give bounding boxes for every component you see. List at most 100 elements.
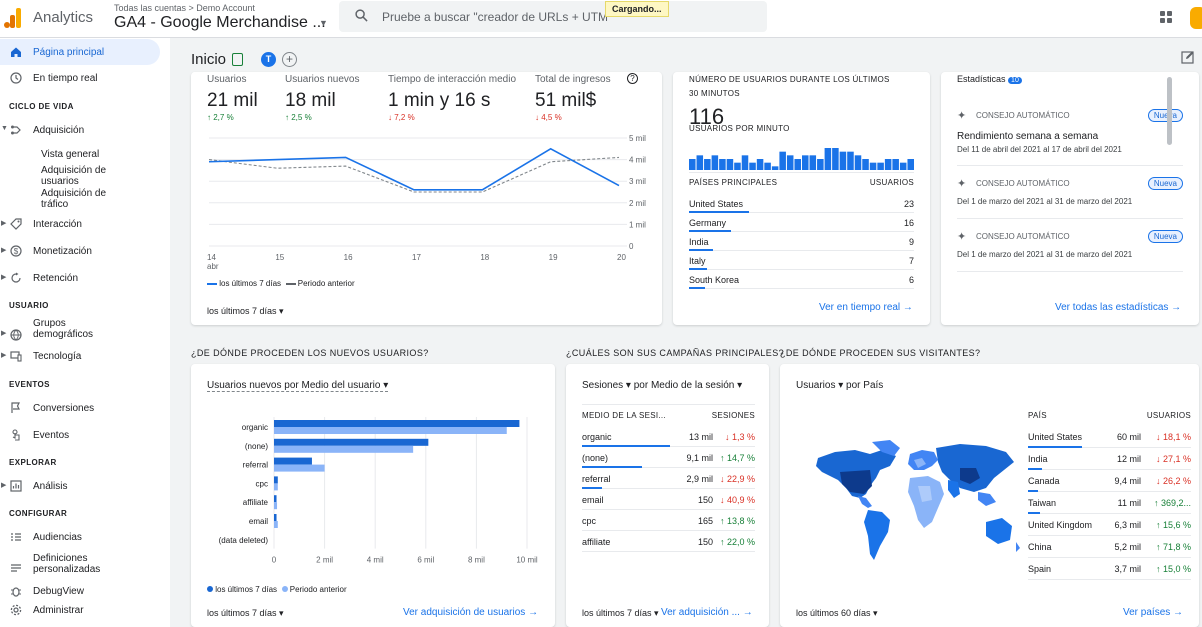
minute-bar [862,159,869,170]
apps-grid-icon[interactable] [1160,11,1172,23]
analytics-logo-icon [4,8,22,28]
table-row[interactable]: India 9 [689,232,914,251]
x-tick-label: 8 mil [468,556,485,565]
sidebar-item-monetization[interactable]: ▶ $ Monetización [1,245,92,257]
sidebar-item-realtime[interactable]: En tiempo real [0,65,160,91]
section-user: USUARIO [9,301,49,310]
table-row[interactable]: (none) 9,1 mil ↑ 14,7 % [582,447,755,468]
table-row[interactable]: email 150 ↓ 40,9 % [582,489,755,510]
table-row[interactable]: China 5,2 mil ↑ 71,8 % [1028,536,1191,558]
sidebar-item-analysis[interactable]: ▶ Análisis [1,480,68,492]
bar-current [274,457,312,465]
legend-swatch-current [207,282,217,285]
new-badge: Nueva [1147,230,1183,243]
sidebar-item-acquisition[interactable]: ▼ Adquisición [1,125,85,136]
expand-right-icon: ▶ [1,352,7,359]
view-countries-link[interactable]: Ver países → [1123,607,1184,618]
table-row[interactable]: United Kingdom 6,3 mil ↑ 15,6 % [1028,514,1191,536]
insights-title: Estadísticas 10 [957,74,1022,84]
sidebar-item-demographics[interactable]: ▶ Grupos demográficos [1,318,94,341]
sidebar-item-retention[interactable]: ▶ Retención [1,272,79,284]
table-row[interactable]: Canada 9,4 mil ↓ 26,2 % [1028,470,1191,492]
bar-previous [274,502,278,510]
y-tick-label: 1 mil [629,220,646,229]
table-row[interactable]: Spain 3,7 mil ↑ 15,0 % [1028,558,1191,580]
sidebar-item-events[interactable]: Eventos [0,422,160,448]
table-row[interactable]: Taiwan 11 mil ↑ 369,2... [1028,492,1191,514]
property-selector[interactable]: GA4 - Google Merchandise ... [114,14,326,31]
report-icon[interactable] [232,53,243,66]
insight-item[interactable]: ✦ CONSEJO AUTOMÁTICO Nueva Del 1 de marz… [957,177,1183,211]
minute-bar [771,166,779,170]
expand-right-icon: ▶ [1,274,7,281]
table-row[interactable]: cpc 165 ↑ 13,8 % [582,510,755,531]
table-row[interactable]: referral 2,9 mil ↓ 22,9 % [582,468,755,489]
bar-current [274,514,277,521]
y-tick-label: 0 [629,242,634,251]
scrollbar[interactable] [1167,77,1172,145]
account-avatar[interactable] [1190,7,1202,29]
sidebar-item-custom-definitions[interactable]: Definiciones personalizadas [0,551,160,583]
bar-previous [274,483,278,491]
minute-bar [809,155,817,170]
table-row[interactable]: Italy 7 [689,251,914,270]
sidebar-item-engagement[interactable]: ▶ Interacción [1,218,82,230]
sidebar-item-acq-overview[interactable]: Vista general [41,149,100,160]
table-row[interactable]: Germany 16 [689,213,914,232]
campaigns-card: Sesiones ▾ por Medio de la sesión ▾ MEDI… [566,364,769,627]
new-users-section-title: ¿DE DÓNDE PROCEDEN LOS NUEVOS USUARIOS? [191,348,429,358]
sidebar-item-acq-traffic[interactable]: Adquisición de tráfico [41,188,107,210]
table-row[interactable]: affiliate 150 ↑ 22,0 % [582,531,755,552]
page-title: Inicio [191,51,227,68]
gear-icon [10,604,22,616]
user-avatar[interactable]: T [261,52,276,67]
legend-swatch-previous [281,586,288,592]
table-row[interactable]: United States 60 mil ↓ 18,1 % [1028,426,1191,448]
table-row[interactable]: South Korea 6 [689,270,914,289]
visitors-card: Usuarios ▾ por País PAÍS USUARIOS United… [780,364,1199,627]
section-events: EVENTOS [9,380,50,389]
date-range-dropdown[interactable]: los últimos 7 días ▾ [582,608,659,618]
metric-dimension-dropdown[interactable]: Sesiones ▾ por Medio de la sesión ▾ [582,380,743,391]
view-user-acquisition-link[interactable]: Ver adquisición de usuarios → [403,607,539,618]
add-comparison-button[interactable]: + [282,52,297,67]
caret-down-icon[interactable]: ▼ [319,18,328,28]
view-all-insights-link[interactable]: Ver todas las estadísticas → [1055,302,1182,313]
minute-bar [779,151,786,170]
insight-item[interactable]: ✦ CONSEJO AUTOMÁTICO Nueva Del 1 de marz… [957,230,1183,264]
world-map[interactable] [810,436,1025,566]
category-label: (none) [245,442,268,451]
sidebar-item-debugview[interactable]: DebugView [0,578,160,604]
x-tick-label: 0 [272,556,277,565]
table-row[interactable]: organic 13 mil ↓ 1,3 % [582,426,755,447]
sidebar-item-tech[interactable]: ▶ Tecnología [1,351,82,362]
sidebar-item-conversions[interactable]: Conversiones [0,395,160,421]
date-range-dropdown[interactable]: los últimos 7 días ▾ [207,608,284,618]
insight-item[interactable]: ✦ CONSEJO AUTOMÁTICO Nueva Rendimiento s… [957,109,1183,159]
sidebar-item-admin[interactable]: Administrar [0,597,160,623]
sidebar-item-audiences[interactable]: Audiencias [0,524,160,550]
table-row[interactable]: India 12 mil ↓ 27,1 % [1028,448,1191,470]
minute-bar [726,159,734,170]
minute-bar [704,159,711,170]
view-traffic-acquisition-link[interactable]: Ver adquisición ... → [661,607,753,618]
date-range-dropdown[interactable]: los últimos 7 días ▾ [207,306,284,316]
search-bar[interactable]: Pruebe a buscar "creador de URLs + UTM" … [339,1,767,32]
help-icon[interactable]: ? [627,73,638,84]
edit-icon[interactable] [1181,50,1195,64]
date-range-dropdown[interactable]: los últimos 60 días ▾ [796,608,878,618]
legend-swatch-current [207,586,213,592]
sidebar-item-acq-users[interactable]: Adquisición de usuarios [41,165,107,187]
breadcrumb[interactable]: Todas las cuentas > Demo Account [114,3,255,13]
legend-swatch-previous [285,282,296,285]
metric-dimension-dropdown[interactable]: Usuarios ▾ por País [796,380,884,391]
metric-dimension-dropdown[interactable]: Usuarios nuevos por Medio del usuario ▾ [207,380,389,392]
search-input[interactable]: Pruebe a buscar "creador de URLs + UTM" [382,10,613,24]
table-row[interactable]: United States 23 [689,194,914,213]
minute-bar [689,159,696,170]
bar-legend: los últimos 7 días Periodo anterior [207,585,347,594]
view-realtime-link[interactable]: Ver en tiempo real → [819,302,913,313]
sidebar: Página principal En tiempo real CICLO DE… [0,38,170,627]
x-tick-label-month: abr [207,262,219,271]
sidebar-item-home[interactable]: Página principal [0,39,160,65]
